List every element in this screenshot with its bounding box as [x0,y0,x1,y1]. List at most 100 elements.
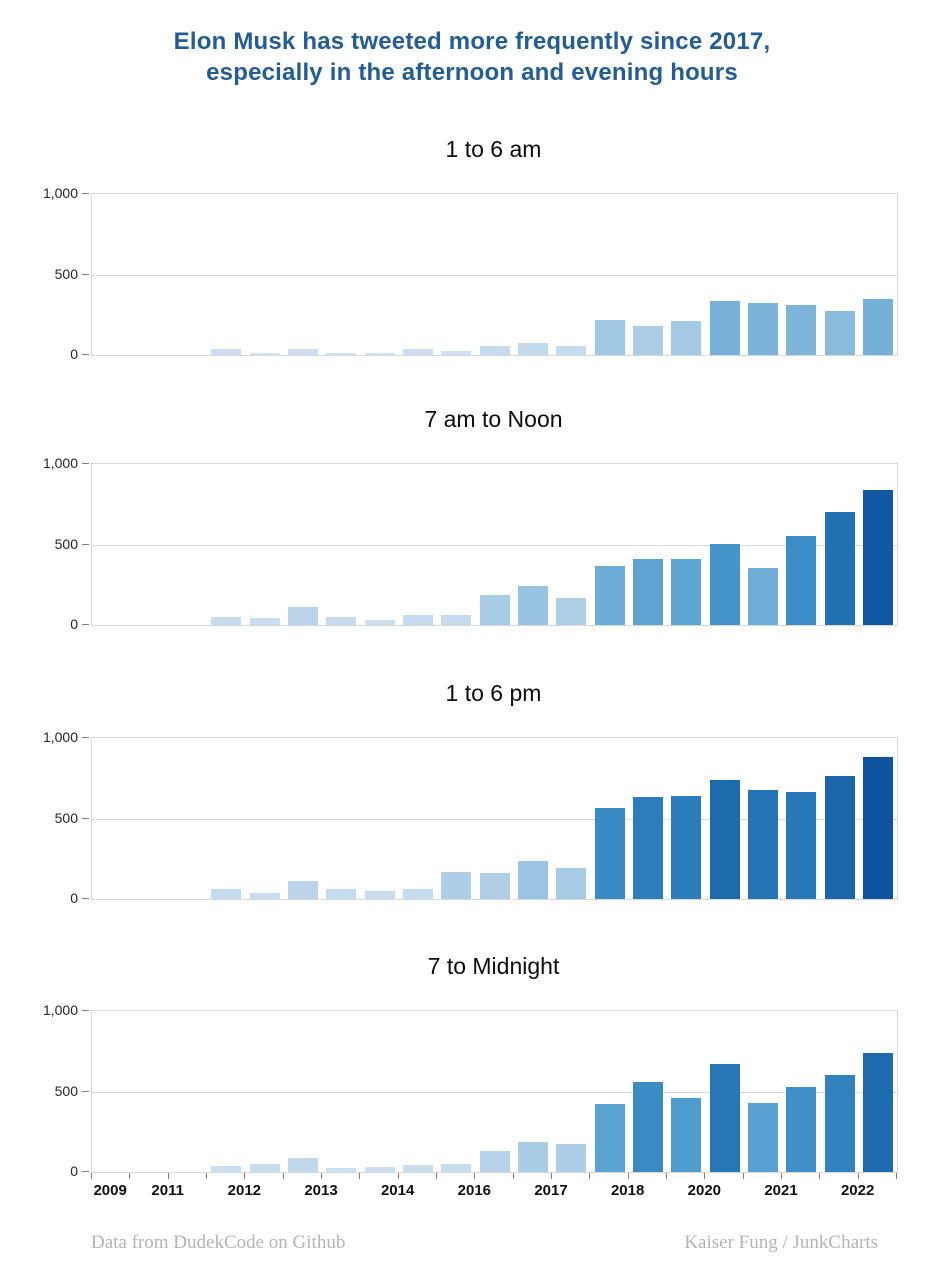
bar [249,617,280,625]
y-axis-tick-label: 500 [54,809,78,826]
panel-title: 1 to 6 am [445,136,542,162]
panel-1-to-6-pm: 1 to 6 pm 0 500 1,000 [0,680,944,910]
y-axis-tick-label: 0 [70,1163,78,1179]
bar [786,536,817,625]
bar [364,353,395,355]
y-axis-tick-mark [82,1010,89,1011]
author-credit: Kaiser Fung / JunkCharts [684,1232,878,1253]
bar [287,880,318,899]
x-axis-tick-mark [704,1173,706,1179]
y-axis-tick-label: 0 [70,616,78,632]
bar [402,1164,433,1172]
bar [326,352,357,355]
x-axis-year-label: 2012 [227,1182,262,1199]
bar [824,1074,855,1172]
bar [517,861,548,899]
bar [517,1142,548,1172]
bar [709,1064,740,1172]
bar [479,595,510,625]
plot-area [91,193,898,356]
x-axis-year-label: 2018 [610,1182,645,1199]
y-axis-tick-label: 1,000 [42,185,78,201]
x-axis-tick-mark [666,1173,667,1179]
plot-area [91,737,898,900]
x-axis-tick-mark [742,1173,744,1179]
bar [632,796,663,899]
plot-area [91,1010,898,1173]
bar [671,321,702,355]
x-axis-tick-mark [781,1173,782,1179]
y-axis-tick-label: 1,000 [42,455,78,471]
x-axis-tick-mark [819,1173,821,1179]
panel-title: 1 to 6 pm [445,680,542,706]
y-axis-tick-mark [82,193,89,194]
bar [211,349,242,355]
bar [747,567,778,625]
x-axis-tick-mark [512,1173,514,1179]
x-axis-tick-mark [397,1173,399,1179]
x-axis-tick-mark [551,1173,552,1179]
y-axis-tick-label: 500 [54,1082,78,1099]
chart-title-line2: especially in the afternoon and evening … [206,59,738,86]
y-axis-tick-mark [82,898,89,899]
y-axis-tick-mark [82,817,89,819]
bar [862,756,893,899]
bar [747,1102,778,1172]
x-axis-year-label: 2013 [304,1182,338,1199]
y-axis-tick-label: 0 [70,890,78,906]
chart-title: Elon Musk has tweeted more frequently si… [0,26,944,88]
bar [364,620,395,625]
bar [479,873,510,899]
bar [824,512,855,625]
x-axis-tick-mark [474,1173,476,1179]
bar [441,871,472,899]
gridline-500 [92,818,897,820]
bar [556,1143,587,1172]
bar [824,775,855,899]
bar [862,489,893,625]
x-axis-year-label: 2020 [687,1182,722,1199]
gridline-500 [92,274,897,276]
panel-title: 7 to Midnight [427,953,560,979]
panel-title: 7 am to Noon [424,406,563,432]
bar [632,326,663,355]
bar [517,586,548,625]
x-axis-year-label: 2011 [151,1182,184,1199]
x-axis-tick-mark [91,1173,92,1179]
x-axis-tick-mark [627,1173,629,1179]
x-axis-year-label: 2017 [534,1182,568,1199]
panel-7-to-midnight: 7 to Midnight 0 500 1,000 2009 2011 2012 2013 2… [0,953,944,1215]
chart-footer: Data from DudekCode on Github Kaiser Fun… [0,1232,944,1258]
bar [287,349,318,355]
gridline-500 [92,1091,897,1093]
y-axis-tick-mark [82,543,89,545]
bar [364,890,395,899]
panel-7-am-to-noon: 7 am to Noon 0 500 1,000 [0,406,944,636]
x-axis-tick-mark [129,1173,131,1179]
bar [211,1166,242,1172]
bar [556,868,587,899]
x-axis-tick-mark [321,1173,322,1179]
bar [287,606,318,625]
chart-title-line1: Elon Musk has tweeted more frequently si… [173,28,771,55]
bar [747,789,778,899]
bar [249,353,280,355]
x-axis-tick-mark [857,1173,859,1179]
bar [632,559,663,625]
x-axis-tick-mark [206,1173,207,1179]
bar [671,559,702,625]
x-axis-tick-mark [244,1173,246,1179]
bar [287,1158,318,1172]
bar [402,889,433,899]
x-axis-tick-mark [589,1173,591,1179]
bar [671,795,702,899]
y-axis-tick-mark [82,354,89,355]
bar [326,616,357,625]
bar [211,888,242,899]
y-axis-tick-label: 1,000 [42,729,78,745]
bar [786,1086,817,1172]
y-axis-tick-label: 1,000 [42,1002,78,1018]
x-axis-year-label: 2022 [840,1182,875,1199]
bar [709,779,740,899]
